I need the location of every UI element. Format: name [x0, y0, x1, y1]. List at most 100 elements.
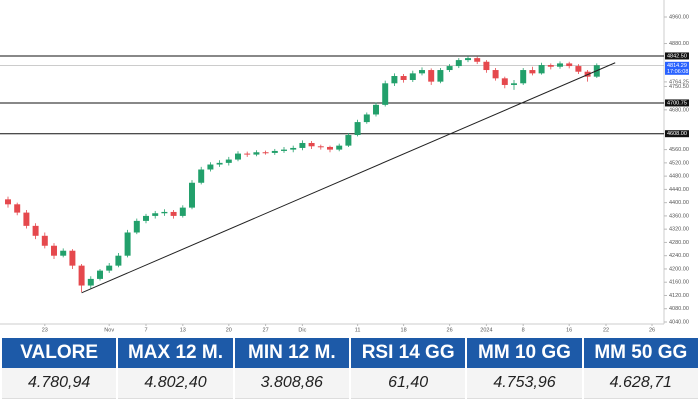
x-tick-label: 8: [522, 327, 525, 333]
candle-body: [14, 204, 21, 213]
candle-body: [189, 182, 195, 208]
candle-body: [437, 70, 444, 82]
candle-body: [97, 270, 103, 279]
x-tick-label: 26: [447, 327, 453, 333]
candle-body: [235, 153, 241, 160]
candle-body: [363, 114, 370, 123]
candle-body: [271, 150, 278, 153]
current-price-box: [665, 61, 689, 75]
header-cell: MIN 12 M.: [234, 338, 349, 368]
candle-body: [575, 66, 582, 72]
candle-body: [538, 65, 545, 74]
y-tick-label: 4440.00: [669, 187, 689, 193]
x-tick-label: 27: [263, 327, 269, 333]
candle-body: [161, 211, 168, 214]
candle-body: [87, 278, 94, 286]
x-tick-label: 16: [566, 327, 572, 333]
candle-body: [391, 76, 398, 84]
candle-body: [400, 76, 407, 80]
candle-body: [244, 153, 251, 155]
y-tick-label: 4360.00: [669, 213, 689, 219]
candle-body: [253, 152, 260, 155]
candle-body: [5, 199, 11, 205]
level-label: 4700.75: [667, 100, 687, 106]
candle-body: [474, 58, 481, 62]
candle-body: [198, 169, 205, 183]
y-tick-label: 4040.00: [669, 319, 689, 325]
candle-body: [290, 147, 297, 150]
x-tick-label: Dic: [298, 327, 306, 333]
x-tick-label: 11: [355, 327, 361, 333]
candle-body: [428, 70, 435, 82]
trendline: [81, 62, 616, 294]
candle-body: [557, 63, 563, 67]
candle-body: [308, 142, 315, 147]
candle-body: [143, 215, 149, 221]
candle-body: [409, 73, 416, 80]
candle-body: [23, 212, 30, 226]
stats-table: VALORE MAX 12 M. MIN 12 M. RSI 14 GG MM 10 G…: [0, 338, 700, 399]
candle-body: [179, 207, 186, 216]
table-cell: 4.780,94: [2, 368, 117, 399]
y-tick-label: 4480.00: [669, 174, 689, 180]
candle-body: [60, 250, 67, 256]
y-tick-label: 4120.00: [669, 293, 689, 299]
level-label: 4842.50: [667, 53, 687, 59]
level-label: 4608.00: [667, 131, 687, 137]
candle-body: [327, 146, 333, 150]
current-price-label: 4814.29: [667, 63, 687, 69]
candle-body: [547, 65, 554, 67]
table-body: 4.780,94 4.802,40 3.808,86 61,40 4.753,96 4.6…: [2, 368, 698, 399]
candle-body: [51, 245, 57, 256]
y-tick-label: 4750.50: [669, 84, 689, 90]
candle-body: [511, 83, 517, 85]
current-price-time: 17:06:08: [667, 69, 688, 75]
candle-body: [419, 70, 425, 74]
candle-body: [152, 213, 159, 216]
y-tick-label: 4320.00: [669, 227, 689, 233]
y-tick-label: 4560.00: [669, 147, 689, 153]
x-tick-label: 22: [603, 327, 609, 333]
x-tick-label: Nov: [104, 327, 114, 333]
candle-body: [170, 211, 177, 216]
y-tick-label: 4280.00: [669, 240, 689, 246]
y-tick-label: 4960.00: [669, 14, 689, 20]
header-cell: MAX 12 M.: [118, 338, 233, 368]
x-tick-label: 23: [42, 327, 48, 333]
y-tick-label: 4240.00: [669, 253, 689, 259]
candle-body: [373, 104, 379, 115]
y-tick-label: 4400.00: [669, 200, 689, 206]
candle-body: [501, 78, 508, 85]
table-cell: 4.628,71: [583, 368, 698, 399]
candle-body: [299, 142, 306, 148]
header-cell: MM 10 GG: [467, 338, 582, 368]
candle-body: [124, 232, 131, 256]
y-tick-label: 4764.25: [669, 79, 689, 85]
x-tick-label: 7: [144, 327, 147, 333]
y-tick-label: 4160.00: [669, 280, 689, 286]
y-tick-label: 4680.00: [669, 107, 689, 113]
candle-body: [382, 83, 389, 105]
x-tick-label: 2024: [480, 327, 492, 333]
candle-body: [336, 145, 343, 150]
table-cell: 4.802,40: [118, 368, 233, 399]
candle-body: [529, 70, 536, 74]
x-tick-label: 18: [401, 327, 407, 333]
candle-body: [446, 66, 453, 71]
y-tick-label: 4080.00: [669, 306, 689, 312]
candle-body: [520, 70, 527, 84]
header-cell: MM 50 GG: [583, 338, 698, 368]
x-tick-label: 26: [649, 327, 655, 333]
y-tick-label: 4200.00: [669, 266, 689, 272]
candle-body: [106, 265, 113, 271]
candle-body: [69, 250, 76, 266]
y-tick-label: 4520.00: [669, 160, 689, 166]
candle-body: [354, 122, 361, 136]
level-label-box: [665, 130, 689, 138]
level-label-box: [665, 52, 689, 60]
candle-body: [492, 70, 499, 79]
level-label-box: [665, 99, 689, 107]
candle-body: [483, 61, 490, 71]
